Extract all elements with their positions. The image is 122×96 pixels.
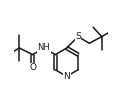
Text: N: N [63,72,70,81]
Text: NH: NH [38,43,50,53]
Text: O: O [29,63,36,72]
Text: S: S [75,32,81,41]
